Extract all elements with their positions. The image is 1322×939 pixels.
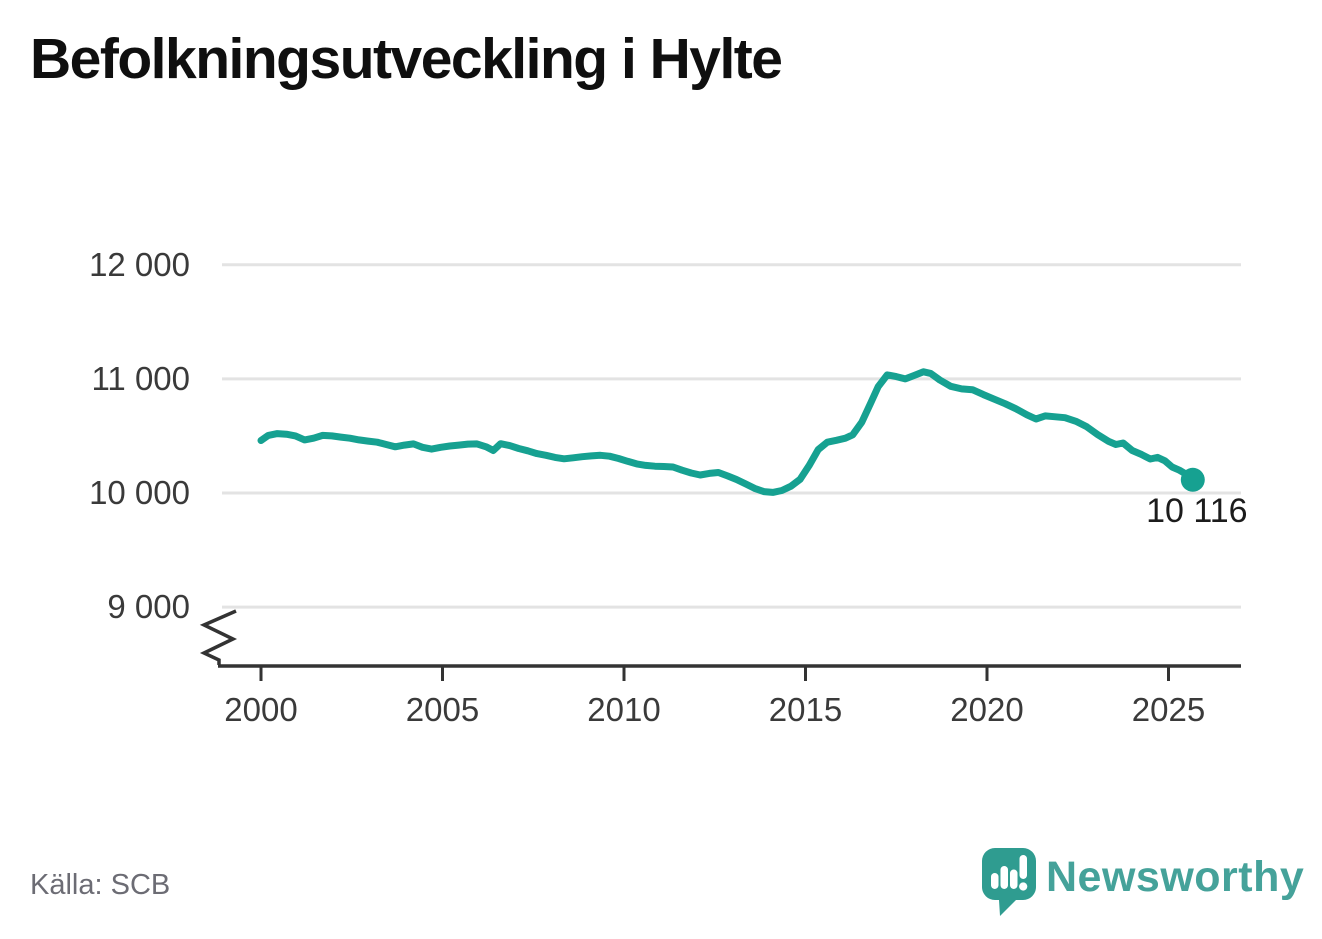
- x-tick-label: 2025: [1131, 691, 1206, 728]
- x-tick-label: 2020: [950, 691, 1024, 728]
- y-tick-label: 12 000: [89, 245, 190, 283]
- brand-wordmark: Newsworthy: [1046, 853, 1305, 901]
- y-tick-label: 11 000: [91, 359, 190, 397]
- newsworthy-branding: Newsworthy: [980, 846, 1304, 918]
- x-tick-label: 2015: [768, 691, 843, 728]
- gridlines: [222, 263, 1241, 609]
- population-line-series: [257, 368, 1197, 496]
- bar-chart-exclamation-glyph: [991, 855, 1028, 891]
- last-data-point-marker: [1180, 467, 1205, 492]
- last-data-point-label: 10 116: [1146, 491, 1248, 530]
- x-axis-ticks: [259, 667, 1170, 681]
- x-tick-label: 2000: [224, 691, 298, 728]
- y-tick-label: 9 000: [107, 588, 190, 626]
- chart-title: Befolkningsutveckling i Hylte: [30, 27, 783, 91]
- y-tick-label: 10 000: [89, 474, 190, 511]
- x-tick-label: 2010: [587, 691, 661, 728]
- x-tick-label: 2005: [405, 691, 480, 728]
- speech-bubble-shape: [982, 848, 1036, 916]
- y-axis-break-icon: [199, 609, 238, 665]
- source-note: Källa: SCB: [30, 869, 171, 901]
- newsworthy-logo-icon: [982, 848, 1036, 916]
